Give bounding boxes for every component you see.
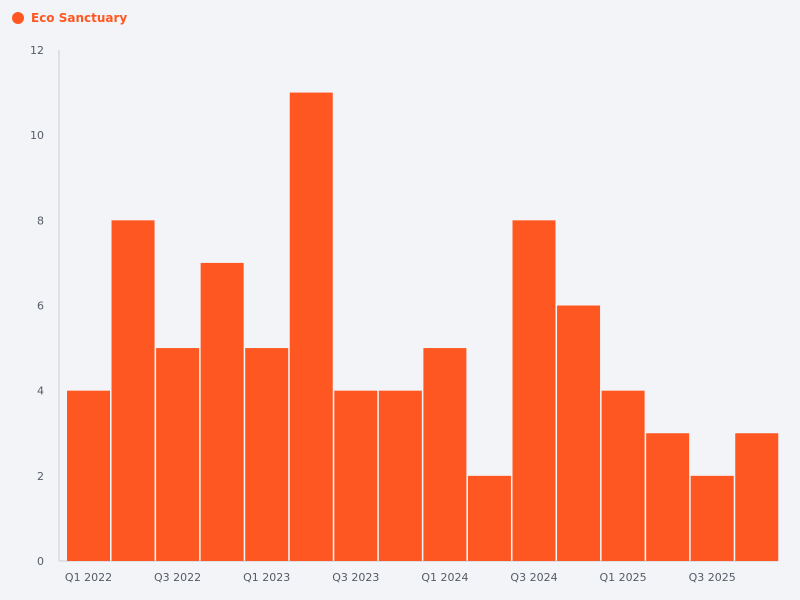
bar-q1-2024[interactable] [423, 348, 467, 561]
bar-q4-2023[interactable] [378, 390, 422, 561]
bar-q2-2022[interactable] [111, 220, 155, 561]
x-tick-label: Q3 2022 [154, 571, 201, 584]
y-tick-label: 2 [37, 470, 44, 483]
bar-q1-2025[interactable] [601, 390, 645, 561]
bar-q2-2023[interactable] [289, 92, 333, 561]
bars-group [67, 92, 779, 562]
y-tick-label: 6 [37, 300, 44, 313]
y-tick-label: 8 [37, 214, 44, 227]
x-tick-label: Q1 2023 [243, 571, 290, 584]
y-axis-ticks: 0 2 4 6 8 10 12 [30, 44, 44, 568]
bar-q3-2022[interactable] [156, 348, 200, 561]
x-tick-label: Q1 2025 [600, 571, 647, 584]
bar-q1-2023[interactable] [245, 348, 289, 561]
bar-q2-2025[interactable] [646, 433, 690, 561]
x-tick-label: Q3 2023 [332, 571, 379, 584]
legend-label: Eco Sanctuary [31, 11, 128, 25]
y-tick-label: 0 [37, 555, 44, 568]
bar-q4-2024[interactable] [557, 305, 601, 562]
legend-swatch-icon [12, 12, 24, 24]
bar-q3-2025[interactable] [690, 475, 734, 561]
y-tick-label: 10 [30, 129, 44, 142]
bar-q3-2023[interactable] [334, 390, 378, 561]
bar-q1-2022[interactable] [67, 390, 110, 561]
legend[interactable]: Eco Sanctuary [12, 9, 127, 27]
x-tick-label: Q3 2025 [689, 571, 736, 584]
y-tick-label: 4 [37, 385, 44, 398]
x-axis-ticks: Q1 2022 Q3 2022 Q1 2023 Q3 2023 Q1 2024 Q3 20… [65, 571, 736, 584]
bar-q4-2022[interactable] [200, 262, 244, 561]
bar-q2-2024[interactable] [467, 475, 511, 561]
bar-q4-2025[interactable] [735, 433, 779, 561]
x-tick-label: Q1 2022 [65, 571, 112, 584]
x-tick-label: Q3 2024 [510, 571, 557, 584]
y-tick-label: 12 [30, 44, 44, 57]
bar-q3-2024[interactable] [512, 220, 556, 561]
x-tick-label: Q1 2024 [421, 571, 468, 584]
